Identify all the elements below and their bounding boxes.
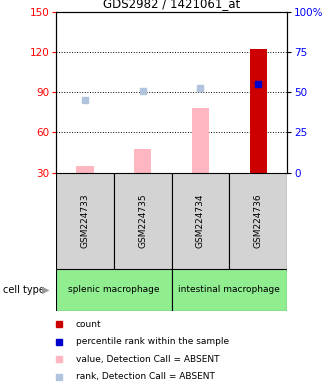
Text: cell type: cell type [3,285,45,295]
Text: GSM224735: GSM224735 [138,194,147,248]
Text: rank, Detection Call = ABSENT: rank, Detection Call = ABSENT [76,372,215,381]
Bar [229,173,287,269]
Bar [114,173,172,269]
Text: GSM224734: GSM224734 [196,194,205,248]
Text: count: count [76,319,102,329]
Title: GDS2982 / 1421061_at: GDS2982 / 1421061_at [103,0,240,10]
Text: intestinal macrophage: intestinal macrophage [179,285,280,295]
Text: value, Detection Call = ABSENT: value, Detection Call = ABSENT [76,355,219,364]
Text: GSM224736: GSM224736 [254,194,263,248]
Bar [249,49,267,173]
Text: GSM224733: GSM224733 [81,194,89,248]
Text: splenic macrophage: splenic macrophage [68,285,160,295]
Text: percentile rank within the sample: percentile rank within the sample [76,337,229,346]
Bar [76,166,94,173]
Bar [172,173,229,269]
Bar [56,173,114,269]
Bar [192,108,209,173]
Text: ▶: ▶ [42,285,50,295]
Bar [56,269,172,311]
Bar [172,269,287,311]
Bar [134,149,151,173]
